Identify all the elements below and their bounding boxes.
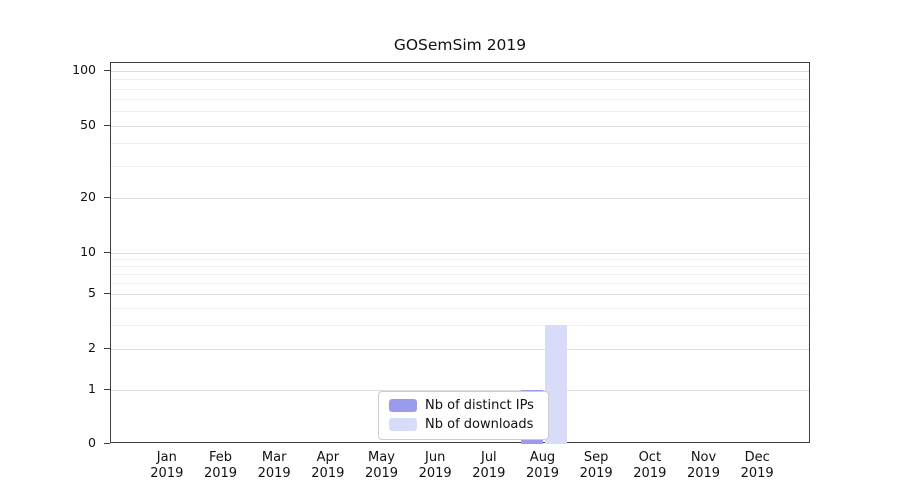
y-tick-label: 0 (88, 435, 96, 450)
y-tick-label: 50 (80, 116, 96, 132)
gridline-minor (111, 266, 809, 268)
x-tick-year: 2019 (579, 466, 613, 481)
gridline-major (111, 253, 809, 254)
legend: Nb of distinct IPs Nb of downloads (378, 391, 549, 440)
x-tick-month: Aug (529, 450, 556, 465)
x-tick-label: Mar 2019 (244, 450, 304, 482)
x-tick-month: Apr (316, 450, 340, 465)
y-tick-label: 10 (80, 244, 96, 259)
x-tick-year: 2019 (633, 466, 667, 481)
x-tick-month: Jun (425, 450, 446, 465)
x-tick-year: 2019 (203, 466, 238, 481)
y-tick-mark (104, 70, 110, 71)
y-tick-mark (104, 389, 110, 390)
gridline-minor (111, 166, 809, 168)
x-tick-month: Jul (480, 450, 497, 465)
x-tick-label: Oct 2019 (620, 450, 680, 482)
x-tick-year: 2019 (525, 466, 560, 481)
bar-downloads (544, 324, 567, 444)
gridline-minor (111, 88, 809, 90)
y-tick-mark (104, 197, 110, 199)
gridline-major (111, 198, 809, 200)
x-tick-year: 2019 (257, 466, 291, 481)
gridline-minor (111, 324, 809, 326)
y-tick-label: 2 (88, 339, 96, 355)
legend-swatch-distinct-ips (389, 399, 417, 412)
legend-item-downloads: Nb of downloads (389, 417, 534, 432)
gridline-minor (111, 79, 809, 81)
x-tick-year: 2019 (740, 466, 774, 481)
x-tick-year: 2019 (311, 466, 345, 481)
gridline-minor (111, 99, 809, 101)
x-tick-label: Aug 2019 (513, 450, 573, 482)
x-tick-year: 2019 (418, 466, 452, 481)
y-tick-label: 1 (88, 381, 96, 396)
x-tick-label: Nov 2019 (674, 450, 734, 482)
x-tick-month: Jan (156, 450, 177, 465)
gridline-major (111, 390, 809, 391)
legend-swatch-downloads (389, 418, 417, 431)
x-tick-year: 2019 (472, 466, 506, 481)
x-tick-year: 2019 (364, 466, 399, 481)
gridline-major (111, 348, 809, 350)
x-tick-label: May 2019 (352, 450, 412, 482)
gridline-minor (111, 143, 809, 145)
x-tick-month: Nov (690, 450, 717, 465)
x-tick-month: May (368, 450, 395, 465)
x-tick-label: Jul 2019 (459, 450, 519, 482)
y-tick-label: 5 (88, 285, 96, 301)
gridline-major (111, 71, 809, 72)
gridline-major (111, 125, 809, 127)
x-tick-label: Feb 2019 (191, 450, 251, 482)
plot-area (110, 62, 810, 444)
y-tick-mark (104, 443, 110, 444)
x-tick-year: 2019 (686, 466, 721, 481)
chart-title: GOSemSim 2019 (393, 36, 527, 54)
gridline-minor (111, 274, 809, 276)
gridline-minor (111, 307, 809, 309)
legend-label-distinct-ips: Nb of distinct IPs (425, 398, 534, 413)
x-tick-label: Sep 2019 (566, 450, 626, 482)
y-tick-mark (104, 293, 110, 295)
y-tick-label: 20 (80, 189, 96, 205)
x-tick-month: Dec (744, 450, 770, 465)
gridline-major (111, 294, 809, 296)
x-tick-month: Sep (583, 450, 609, 465)
x-tick-label: Jan 2019 (137, 450, 197, 482)
y-tick-mark (104, 252, 110, 253)
y-tick-mark (104, 347, 110, 349)
x-tick-year: 2019 (150, 466, 184, 481)
gridline-minor (111, 283, 809, 285)
legend-label-downloads: Nb of downloads (425, 417, 534, 432)
x-tick-label: Apr 2019 (298, 450, 358, 482)
x-tick-month: Mar (261, 450, 287, 465)
gridline-minor (111, 259, 809, 261)
gridline-minor (111, 111, 809, 113)
y-tick-label: 100 (72, 62, 96, 77)
x-tick-label: Jun 2019 (405, 450, 465, 482)
y-tick-mark (104, 124, 110, 126)
x-tick-month: Feb (208, 450, 233, 465)
legend-item-distinct-ips: Nb of distinct IPs (389, 398, 534, 413)
x-tick-label: Dec 2019 (727, 450, 787, 482)
x-tick-month: Oct (638, 450, 662, 465)
